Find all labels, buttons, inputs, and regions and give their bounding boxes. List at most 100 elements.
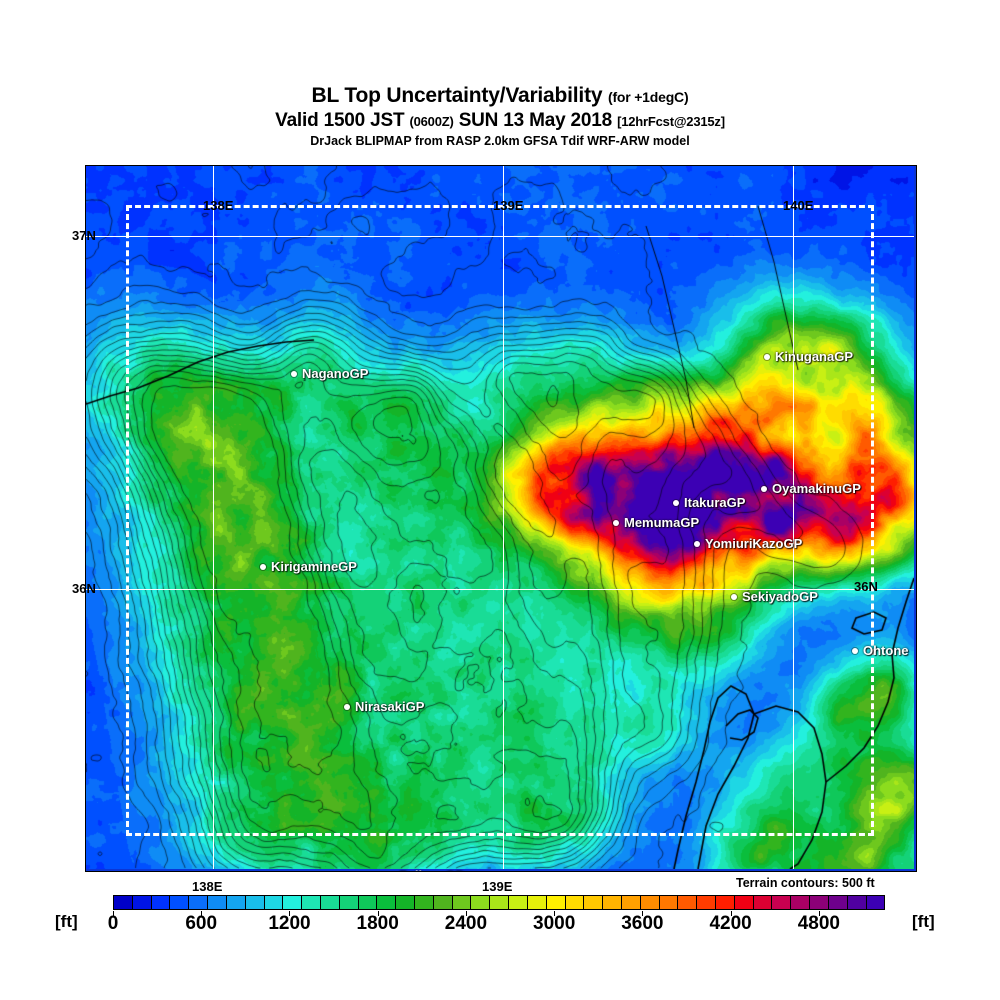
colorbar-segment: [320, 896, 340, 909]
colorbar-segment: [678, 896, 698, 909]
colorbar-segment: [659, 896, 679, 909]
colorbar-segment: [866, 896, 885, 909]
site-marker[interactable]: SekiyadoGP: [731, 589, 818, 604]
map-panel[interactable]: 138E 139E 140E 36N NaganoGP KinuganaGP Oya…: [85, 165, 917, 872]
colorbar-tick-label: 600: [185, 913, 218, 934]
chart-title: BL Top Uncertainty/Variability (for +1de…: [0, 84, 1000, 108]
colorbar-segment: [358, 896, 378, 909]
colorbar-segment: [753, 896, 773, 909]
colorbar-segment: [621, 896, 641, 909]
colorbar-segment: [245, 896, 265, 909]
colorbar-tick-label: 1200: [268, 913, 311, 934]
site-marker[interactable]: NaganoGP: [291, 366, 368, 381]
map-label-lon-138e-top: 138E: [203, 198, 234, 213]
colorbar-segment: [170, 896, 190, 909]
colorbar-segment: [452, 896, 472, 909]
colorbar-tick-label: 3600: [621, 913, 664, 934]
site-label: SekiyadoGP: [742, 589, 818, 604]
colorbar-tick-label: 4200: [709, 913, 752, 934]
terrain-contour-note: Terrain contours: 500 ft: [736, 876, 875, 890]
gridline-lon-139e: [503, 166, 504, 869]
map-label-lat-36n-right: 36N: [854, 579, 878, 594]
colorbar-segment: [546, 896, 566, 909]
blipmap-raster: [86, 166, 914, 869]
site-label: ItakuraGP: [684, 495, 746, 510]
site-dot-icon: [731, 593, 737, 600]
colorbar-segment: [377, 896, 397, 909]
site-dot-icon: [673, 499, 679, 506]
forecast-tag: [12hrFcst@2315z]: [617, 113, 725, 129]
site-label: FujigaoGP: [399, 868, 464, 871]
inner-domain-box: [126, 205, 874, 836]
colorbar-segment: [490, 896, 510, 909]
colorbar-tick-label: 4800: [797, 913, 840, 934]
map-label-lon-139e-top: 139E: [493, 198, 524, 213]
colorbar-segment: [302, 896, 321, 909]
valid-utc-time: (0600Z): [409, 113, 454, 129]
colorbar-tick: [642, 911, 644, 916]
site-label: OyamakinuGP: [772, 481, 861, 496]
valid-time-line: Valid 1500 JST (0600Z) SUN 13 May 2018 […: [0, 110, 1000, 131]
colorbar-segment: [565, 896, 585, 909]
site-label: KirigamineGP: [271, 559, 357, 574]
colorbar-segment: [716, 896, 735, 909]
site-marker[interactable]: NirasakiGP: [344, 699, 424, 714]
colorbar-segment: [189, 896, 209, 909]
axis-label-lat-36n: 36N: [72, 581, 96, 596]
site-label: KinuganaGP: [775, 349, 854, 364]
colorbar-strip[interactable]: [113, 895, 885, 910]
colorbar-segment: [847, 896, 867, 909]
colorbar-segment: [734, 896, 754, 909]
colorbar-tick: [201, 911, 203, 916]
colorbar-tick: [465, 911, 467, 916]
axis-label-lat-37n: 37N: [72, 228, 96, 243]
colorbar-segment: [471, 896, 491, 909]
colorbar-segment: [396, 896, 415, 909]
site-marker[interactable]: ItakuraGP: [673, 495, 745, 510]
model-source-line: DrJack BLIPMAP from RASP 2.0km GFSA Tdif…: [310, 133, 690, 148]
site-dot-icon: [291, 370, 297, 377]
site-marker[interactable]: KinuganaGP: [764, 349, 853, 364]
colorbar-tick: [377, 911, 379, 916]
site-marker[interactable]: FujigaoGP: [388, 868, 464, 871]
site-dot-icon: [764, 353, 770, 360]
site-label: Ohtone: [863, 643, 909, 658]
colorbar-segment: [584, 896, 604, 909]
site-label: YomiuriKazoGP: [705, 536, 803, 551]
gridline-lat-37n: [86, 236, 914, 237]
chart-title-main: BL Top Uncertainty/Variability: [311, 84, 603, 107]
colorbar-tick: [730, 911, 732, 916]
colorbar-segment: [151, 896, 171, 909]
site-marker[interactable]: MemumaGP: [613, 515, 699, 530]
site-marker[interactable]: YomiuriKazoGP: [694, 536, 802, 551]
colorbar-segment: [527, 896, 547, 909]
colorbar-unit-left: [ft]: [55, 912, 78, 931]
colorbar-segment: [791, 896, 811, 909]
site-marker[interactable]: OyamakinuGP: [761, 481, 861, 496]
colorbar-tick-label: 1800: [356, 913, 399, 934]
site-label: NaganoGP: [302, 366, 369, 381]
axis-label-lon-138e-bottom: 138E: [192, 879, 223, 894]
colorbar-segment: [264, 896, 284, 909]
gridline-lat-36n: [86, 589, 914, 590]
colorbar-tick-label: 0: [107, 913, 119, 934]
colorbar-segment: [810, 896, 829, 909]
valid-date: SUN 13 May 2018: [458, 109, 613, 131]
colorbar-segment: [603, 896, 622, 909]
colorbar: [ft] 0 600 1200 1800 2400 3000 3600 4200 4800 [f…: [0, 895, 1000, 945]
colorbar-segment: [132, 896, 152, 909]
site-dot-icon: [761, 485, 767, 492]
site-dot-icon: [613, 519, 619, 526]
site-dot-icon: [694, 540, 700, 547]
gridline-lon-138e: [213, 166, 214, 869]
colorbar-segment: [226, 896, 246, 909]
site-marker[interactable]: Ohtone: [852, 643, 909, 658]
title-block: BL Top Uncertainty/Variability (for +1de…: [0, 84, 1000, 148]
site-marker[interactable]: KirigamineGP: [260, 559, 357, 574]
site-dot-icon: [852, 647, 858, 654]
colorbar-unit-right: [ft]: [912, 912, 935, 931]
site-label: MemumaGP: [624, 515, 700, 530]
site-dot-icon: [260, 563, 266, 570]
colorbar-tick-label: 2400: [444, 913, 488, 934]
valid-local-time: Valid 1500 JST: [275, 109, 405, 131]
